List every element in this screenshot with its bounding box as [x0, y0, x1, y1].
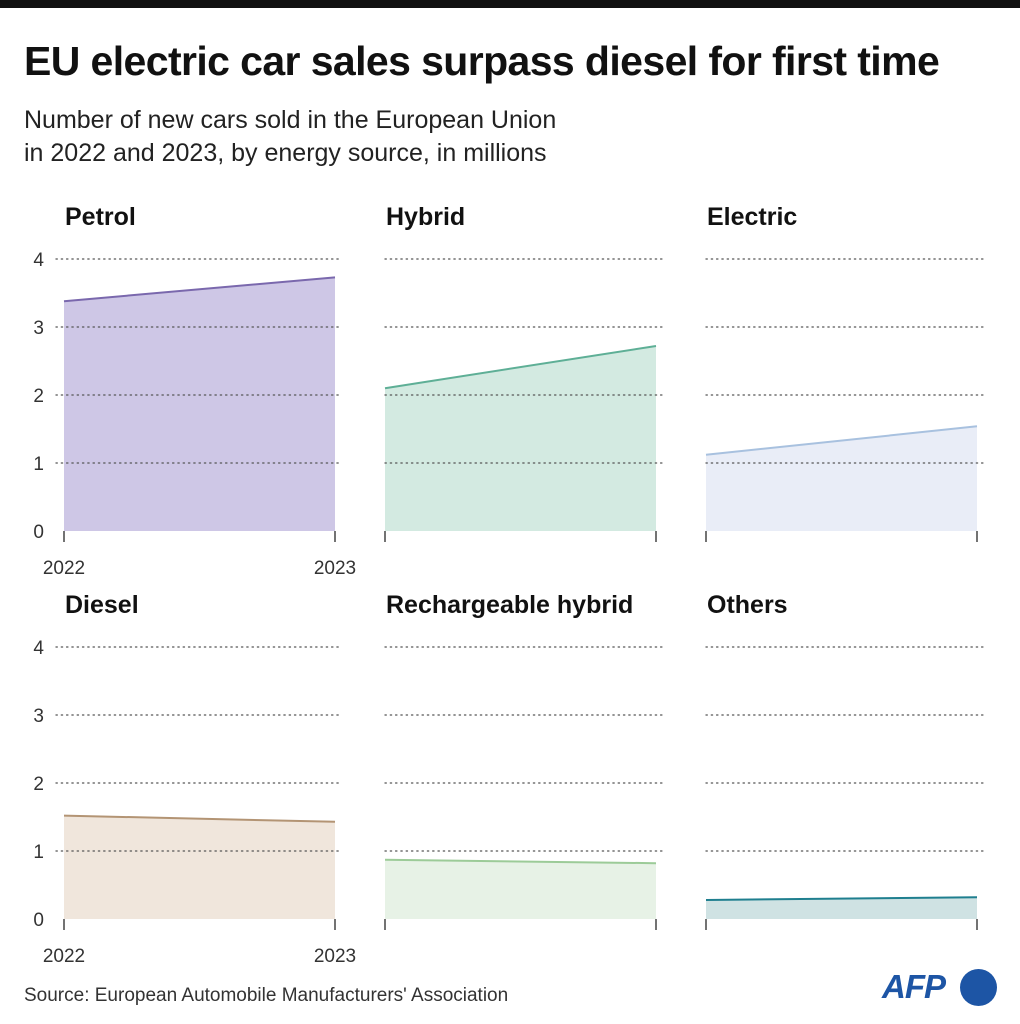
y-tick-label-petrol-0: 0: [33, 522, 44, 543]
panel-title-diesel: Diesel: [65, 591, 139, 619]
panel-title-others: Others: [707, 591, 788, 619]
source-note: Source: European Automobile Manufacturer…: [24, 985, 509, 1006]
y-tick-label-diesel-4: 4: [33, 638, 44, 659]
top-bar: [0, 0, 1020, 8]
afp-logo-text: AFP: [882, 968, 946, 1005]
series-line-rechargeable-hybrid: [384, 858, 657, 865]
y-tick-label-diesel-0: 0: [33, 910, 44, 931]
panel-title-hybrid: Hybrid: [386, 203, 465, 231]
area-fill-electric: [706, 426, 977, 531]
y-tick-label-petrol-1: 1: [33, 454, 44, 475]
area-fill-hybrid: [385, 346, 656, 531]
series-line-diesel: [63, 814, 336, 823]
chart-title: EU electric car sales surpass diesel for…: [24, 38, 940, 84]
y-tick-label-petrol-3: 3: [33, 318, 44, 339]
afp-logo: AFP: [882, 966, 1002, 1010]
chart-subtitle: Number of new cars sold in the European …: [24, 104, 784, 170]
panel-title-electric: Electric: [707, 203, 797, 231]
y-tick-label-petrol-4: 4: [33, 250, 44, 271]
panel-title-rechargeable-hybrid: Rechargeable hybrid: [386, 591, 633, 619]
series-line-petrol: [63, 276, 336, 303]
area-fill-rechargeable-hybrid: [385, 859, 656, 919]
area-fill-diesel: [64, 815, 335, 919]
subtitle-line-1: Number of new cars sold in the European …: [24, 106, 557, 134]
x-tick-label-petrol-2023: 2023: [314, 558, 356, 579]
panel-title-petrol: Petrol: [65, 203, 136, 231]
y-tick-label-diesel-3: 3: [33, 706, 44, 727]
x-tick-label-diesel-2023: 2023: [314, 946, 356, 967]
x-tick-label-petrol-2022: 2022: [43, 558, 85, 579]
area-fill-others: [706, 897, 977, 919]
area-fill-petrol: [64, 277, 335, 531]
y-tick-label-petrol-2: 2: [33, 386, 44, 407]
subtitle-line-2: in 2022 and 2023, by energy source, in m…: [24, 139, 547, 167]
y-tick-label-diesel-2: 2: [33, 774, 44, 795]
series-line-electric: [705, 425, 978, 456]
afp-logo-dot: [960, 969, 997, 1006]
y-tick-label-diesel-1: 1: [33, 842, 44, 863]
series-line-others: [705, 896, 978, 901]
series-line-hybrid: [384, 345, 657, 390]
x-tick-label-diesel-2022: 2022: [43, 946, 85, 967]
